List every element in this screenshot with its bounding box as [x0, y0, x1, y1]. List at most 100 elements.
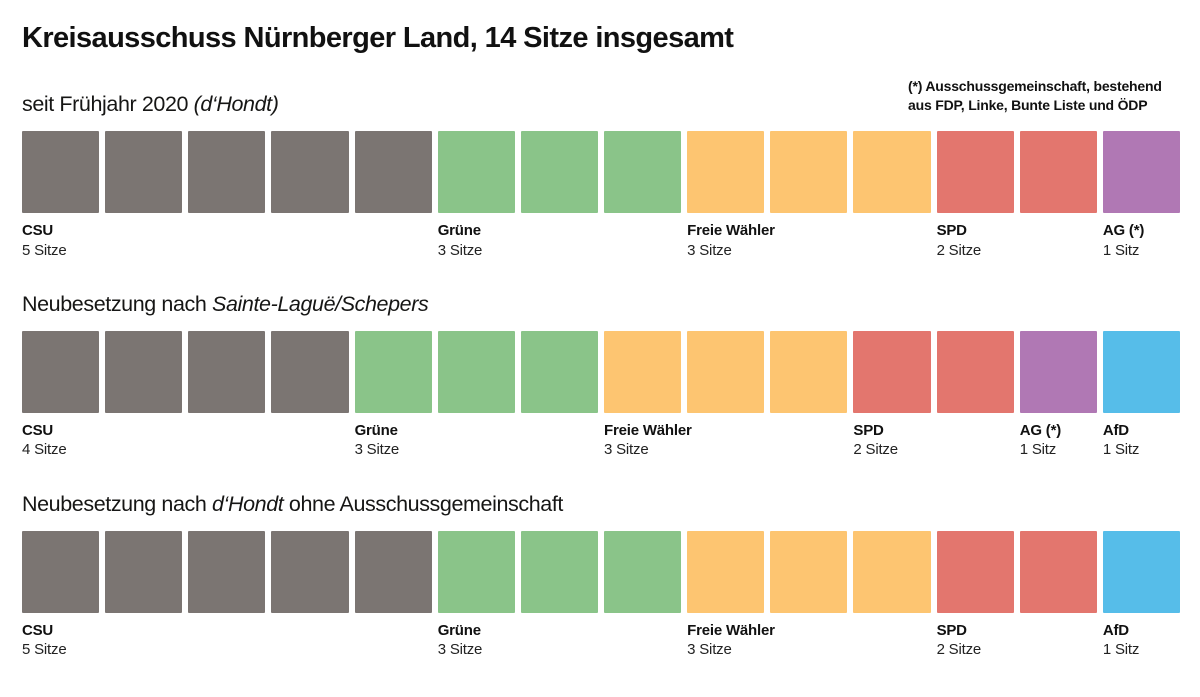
party-name: CSU: [22, 621, 54, 639]
seat-square: [1102, 131, 1180, 214]
seat-square: [271, 131, 349, 214]
seat-square: [853, 530, 931, 613]
party-label: CSU 5 Sitze: [22, 621, 432, 661]
seat-square: [687, 131, 765, 214]
chart-page: Kreisausschuss Nürnberger Land, 14 Sitze…: [0, 22, 1200, 697]
party-name: CSU: [22, 421, 54, 439]
row-heading: Neubesetzung nach d‘Hondt ohne Ausschuss…: [22, 492, 1180, 518]
party-label: CSU 4 Sitze: [22, 421, 349, 461]
seat-square: [437, 330, 515, 413]
footnote-line-1: (*) Ausschussgemeinschaft, bestehend: [908, 78, 1162, 94]
seat-count: 2 Sitze: [936, 241, 982, 259]
allocation-row-2: Neubesetzung nach Sainte-Laguë/Schepers C…: [22, 292, 1180, 461]
seat-count: 3 Sitze: [437, 641, 483, 659]
party-name: Freie Wähler: [687, 222, 775, 240]
seat-allocation-rows: seit Frühjahr 2020 (d‘Hondt) CSU 5 Sitze Gr…: [22, 92, 1180, 660]
seat-square: [853, 330, 931, 413]
row-heading-prefix: Neubesetzung nach: [22, 491, 213, 516]
seat-count: 3 Sitze: [687, 641, 732, 659]
seat-count: 2 Sitze: [853, 441, 898, 459]
party-label: SPD 2 Sitze: [937, 621, 1097, 661]
seat-square: [520, 131, 598, 214]
seat-square: [770, 131, 848, 214]
seat-square: [936, 530, 1014, 613]
seat-count: 1 Sitz: [1102, 641, 1140, 659]
party-name: Grüne: [437, 222, 481, 240]
party-name: Freie Wähler: [604, 421, 692, 439]
row-heading: Neubesetzung nach Sainte-Laguë/Schepers: [22, 292, 1180, 318]
party-name: Grüne: [437, 621, 481, 639]
seat-square: [22, 131, 100, 214]
seat-count: 4 Sitze: [22, 441, 67, 459]
seat-square: [1019, 131, 1097, 214]
seats-grid: [22, 530, 1180, 613]
party-label: Grüne 3 Sitze: [438, 221, 681, 261]
seat-count: 5 Sitze: [22, 641, 67, 659]
party-label: AfD 1 Sitz: [1103, 621, 1180, 661]
seat-square: [188, 530, 266, 613]
seat-square: [687, 330, 765, 413]
seat-count: 3 Sitze: [437, 241, 483, 259]
seat-square: [354, 330, 432, 413]
seat-square: [687, 530, 765, 613]
seat-count: 1 Sitz: [1102, 241, 1140, 259]
footnote: (*) Ausschussgemeinschaft, bestehend aus…: [908, 77, 1162, 116]
seat-square: [604, 530, 682, 613]
seat-square: [22, 530, 100, 613]
seat-square: [271, 530, 349, 613]
seat-count: 2 Sitze: [936, 641, 982, 659]
seat-square: [520, 330, 598, 413]
party-name: CSU: [22, 222, 54, 240]
row-heading-prefix: Neubesetzung nach: [22, 292, 213, 317]
seat-square: [354, 131, 432, 214]
party-name: AG (*): [1102, 222, 1145, 240]
seat-square: [105, 330, 183, 413]
party-label: CSU 5 Sitze: [22, 221, 432, 261]
seat-square: [354, 530, 432, 613]
row-heading-italic: (d‘Hondt): [193, 92, 279, 117]
party-label: Grüne 3 Sitze: [438, 621, 681, 661]
party-name: SPD: [853, 421, 884, 439]
party-name: SPD: [936, 222, 967, 240]
allocation-row-1: seit Frühjahr 2020 (d‘Hondt) CSU 5 Sitze Gr…: [22, 92, 1180, 261]
seat-square: [853, 131, 931, 214]
seats-grid: [22, 131, 1180, 214]
seat-square: [22, 330, 100, 413]
page-title: Kreisausschuss Nürnberger Land, 14 Sitze…: [22, 22, 734, 54]
row-heading-italic: d‘Hondt: [212, 491, 284, 516]
labels-grid: CSU 5 Sitze Grüne 3 Sitze Freie Wähler 3 Sitz…: [22, 621, 1180, 661]
seat-square: [770, 530, 848, 613]
party-name: AG (*): [1019, 421, 1061, 439]
seat-square: [1102, 330, 1180, 413]
seat-count: 1 Sitz: [1102, 441, 1140, 459]
seat-count: 5 Sitze: [22, 241, 67, 259]
seat-square: [1102, 530, 1180, 613]
labels-grid: CSU 5 Sitze Grüne 3 Sitze Freie Wähler 3 Sitz…: [22, 221, 1180, 261]
party-label: Freie Wähler 3 Sitze: [687, 621, 930, 661]
seat-square: [437, 530, 515, 613]
party-label: SPD 2 Sitze: [853, 421, 1013, 461]
seat-square: [936, 131, 1014, 214]
seat-count: 3 Sitze: [354, 441, 400, 459]
row-heading: seit Frühjahr 2020 (d‘Hondt): [22, 92, 1180, 118]
seat-square: [1019, 330, 1097, 413]
seat-square: [604, 330, 682, 413]
seat-square: [105, 530, 183, 613]
row-heading-italic: Sainte-Laguë/Schepers: [212, 292, 429, 317]
row-heading-prefix: seit Frühjahr 2020: [22, 92, 194, 117]
party-label: Grüne 3 Sitze: [355, 421, 598, 461]
party-name: AfD: [1102, 621, 1129, 639]
seat-square: [437, 131, 515, 214]
party-name: Grüne: [354, 421, 398, 439]
seat-count: 1 Sitz: [1019, 441, 1057, 459]
seat-square: [520, 530, 598, 613]
seat-square: [271, 330, 349, 413]
seat-square: [770, 330, 848, 413]
seat-square: [1019, 530, 1097, 613]
seat-square: [188, 330, 266, 413]
party-label: SPD 2 Sitze: [937, 221, 1097, 261]
seat-square: [604, 131, 682, 214]
seat-count: 3 Sitze: [687, 241, 732, 259]
party-label: Freie Wähler 3 Sitze: [687, 221, 930, 261]
row-heading-suffix: ohne Ausschussgemeinschaft: [283, 491, 563, 516]
